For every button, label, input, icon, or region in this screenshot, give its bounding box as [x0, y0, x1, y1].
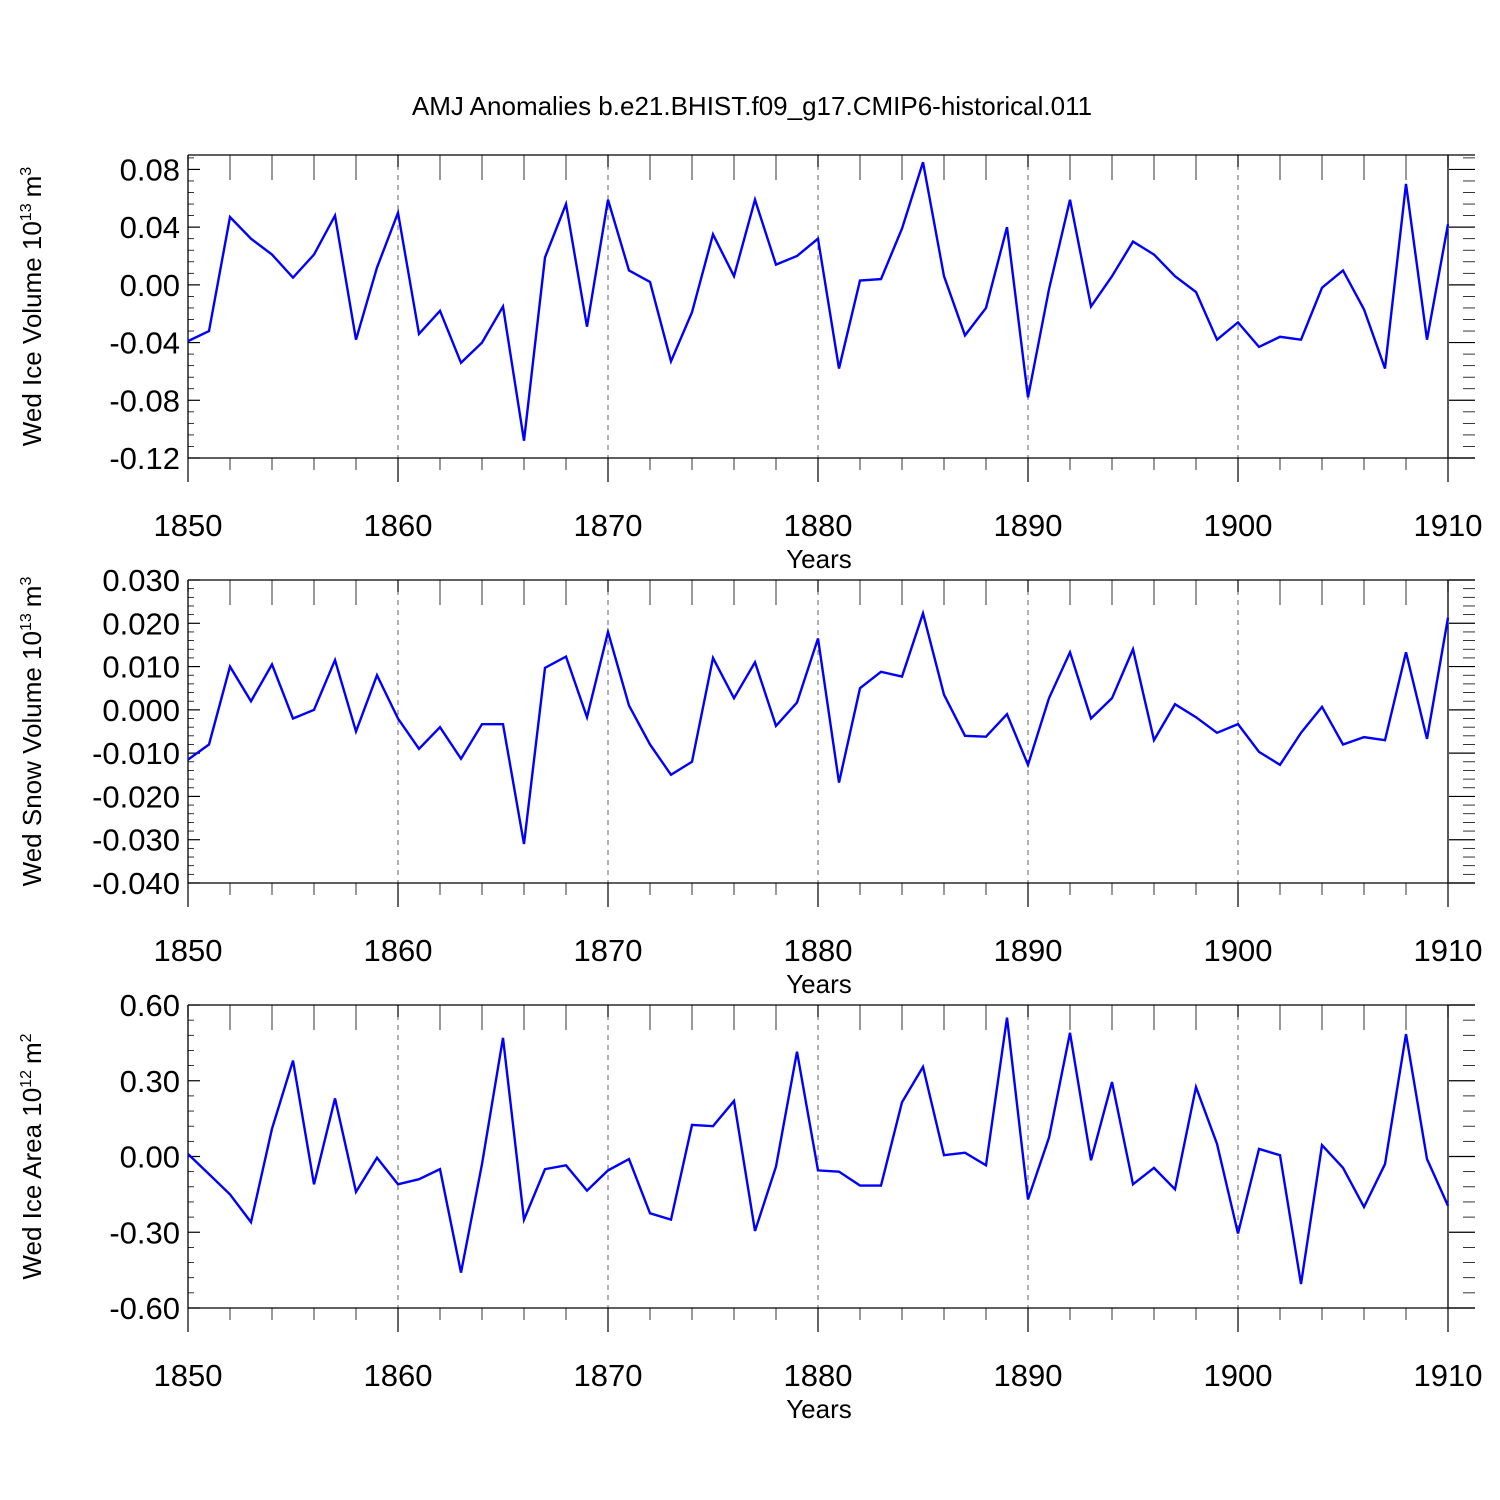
y-axis-title-text: Wed Ice Volume 10 [17, 221, 47, 446]
x-tick-label: 1900 [1204, 933, 1273, 968]
series-line-3 [187, 1017, 1450, 1285]
y-tick-label: 0.010 [102, 650, 180, 685]
y-tick-label: -0.04 [109, 326, 180, 361]
figure-title: AMJ Anomalies b.e21.BHIST.f09_g17.CMIP6-… [412, 91, 1092, 121]
x-tick-label: 1860 [364, 1358, 433, 1393]
x-axis-title: Years [786, 1394, 852, 1424]
x-tick-label: 1900 [1204, 508, 1273, 543]
x-tick-label: 1870 [574, 508, 643, 543]
panel-1: -0.12 -0.08 -0.04 0.00 0.04 0.08 1850 1860 1870 1… [17, 152, 1482, 574]
y-tick-label: 0.030 [102, 563, 180, 598]
series-line-2 [187, 609, 1450, 845]
x-tick-label: 1880 [784, 933, 853, 968]
x-tick-label: 1860 [364, 508, 433, 543]
y-axis-title-unit-exponent: 3 [18, 577, 35, 586]
y-tick-label: -0.30 [109, 1215, 180, 1250]
x-tick-label: 1890 [994, 1358, 1063, 1393]
series-line-1 [187, 161, 1450, 441]
x-tick-label: 1850 [154, 508, 223, 543]
panel-3: -0.60 -0.30 0.00 0.30 0.60 1850 1860 1870 1880 18… [17, 988, 1482, 1424]
y-axis-title-unit-exponent: 3 [18, 167, 35, 176]
x-tick-label: 1850 [154, 1358, 223, 1393]
x-axis-title: Years [786, 969, 852, 999]
x-tick-label: 1910 [1414, 508, 1483, 543]
y-tick-label: 0.020 [102, 606, 180, 641]
y-axis-title-text: Wed Snow Volume 10 [17, 631, 47, 886]
y-tick-label: 0.60 [120, 988, 180, 1023]
x-tick-label: 1910 [1414, 933, 1483, 968]
y-axis-title-exponent: 13 [18, 203, 35, 221]
y-tick-label: -0.030 [92, 823, 180, 858]
y-axis-title-unit: m [17, 176, 47, 198]
x-tick-label: 1880 [784, 1358, 853, 1393]
x-tick-label: 1890 [994, 508, 1063, 543]
y-axis-title-unit: m [17, 1042, 47, 1064]
y-tick-label: -0.020 [92, 779, 180, 814]
x-tick-label: 1870 [574, 1358, 643, 1393]
y-tick-label: 0.30 [120, 1064, 180, 1099]
x-tick-label: 1850 [154, 933, 223, 968]
x-tick-label: 1890 [994, 933, 1063, 968]
y-axis-title: Wed Ice Volume 1013 m3 [17, 167, 47, 446]
y-axis-title-unit-exponent: 2 [18, 1033, 35, 1042]
y-axis-title-unit: m [17, 586, 47, 608]
y-axis-title: Wed Snow Volume 1013 m3 [17, 577, 47, 887]
y-axis-title-exponent: 12 [18, 1070, 35, 1088]
y-tick-label: 0.08 [120, 152, 180, 187]
panels-group: -0.12 -0.08 -0.04 0.00 0.04 0.08 1850 1860 1870 1… [17, 152, 1482, 1424]
x-tick-label: 1880 [784, 508, 853, 543]
y-tick-label: 0.000 [102, 693, 180, 728]
x-tick-label: 1860 [364, 933, 433, 968]
y-tick-label: -0.010 [92, 736, 180, 771]
y-tick-label: -0.60 [109, 1291, 180, 1326]
y-tick-label: -0.12 [109, 441, 180, 476]
panel-2: -0.040 -0.030 -0.020 -0.010 0.000 0.010 0.020 0… [17, 563, 1482, 999]
x-tick-label: 1900 [1204, 1358, 1273, 1393]
y-tick-label: -0.040 [92, 866, 180, 901]
x-tick-label: 1910 [1414, 1358, 1483, 1393]
x-axis-title: Years [786, 544, 852, 574]
y-axis-title-exponent: 13 [18, 613, 35, 631]
y-tick-label: -0.08 [109, 383, 180, 418]
y-axis-title-text: Wed Ice Area 10 [17, 1088, 47, 1280]
x-tick-label: 1870 [574, 933, 643, 968]
y-tick-label: 0.00 [120, 1140, 180, 1175]
y-tick-label: 0.04 [120, 210, 180, 245]
y-axis-title: Wed Ice Area 1012 m2 [17, 1033, 47, 1279]
y-tick-label: 0.00 [120, 268, 180, 303]
